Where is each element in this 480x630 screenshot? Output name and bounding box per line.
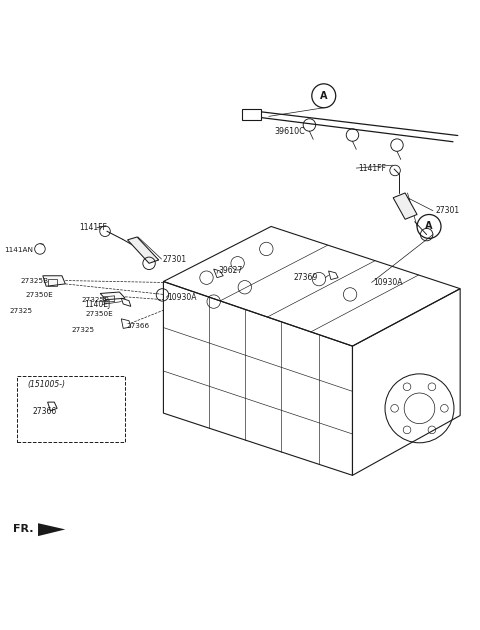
Text: 27350E: 27350E — [25, 292, 53, 298]
Text: 27325: 27325 — [72, 328, 95, 333]
Text: 27301: 27301 — [435, 206, 459, 215]
Text: 1141FF: 1141FF — [80, 224, 108, 232]
Text: 1141AN: 1141AN — [4, 248, 34, 253]
Text: 27325B: 27325B — [81, 297, 109, 302]
Text: 27366: 27366 — [126, 323, 149, 328]
Text: A: A — [320, 91, 327, 101]
Text: 10930A: 10930A — [373, 278, 403, 287]
Polygon shape — [100, 292, 125, 300]
Text: 27369: 27369 — [294, 273, 318, 282]
Text: (151005-): (151005-) — [27, 380, 65, 389]
Text: 1140EJ: 1140EJ — [84, 300, 111, 309]
Text: 27325B: 27325B — [21, 278, 49, 284]
Text: 27366: 27366 — [33, 407, 57, 416]
Polygon shape — [393, 193, 417, 219]
Text: 1141FF: 1141FF — [359, 164, 386, 173]
Text: FR.: FR. — [12, 524, 33, 534]
Bar — [17, 375, 125, 442]
Text: 10930A: 10930A — [167, 293, 197, 302]
Text: 39610C: 39610C — [275, 127, 306, 136]
Text: 27301: 27301 — [162, 255, 187, 263]
Polygon shape — [43, 276, 65, 286]
Text: A: A — [425, 222, 433, 231]
Text: 27350E: 27350E — [86, 311, 114, 317]
Polygon shape — [38, 523, 65, 536]
Polygon shape — [128, 237, 158, 263]
Text: 39627: 39627 — [218, 266, 243, 275]
Bar — [242, 109, 261, 120]
Text: 27325: 27325 — [9, 308, 33, 314]
